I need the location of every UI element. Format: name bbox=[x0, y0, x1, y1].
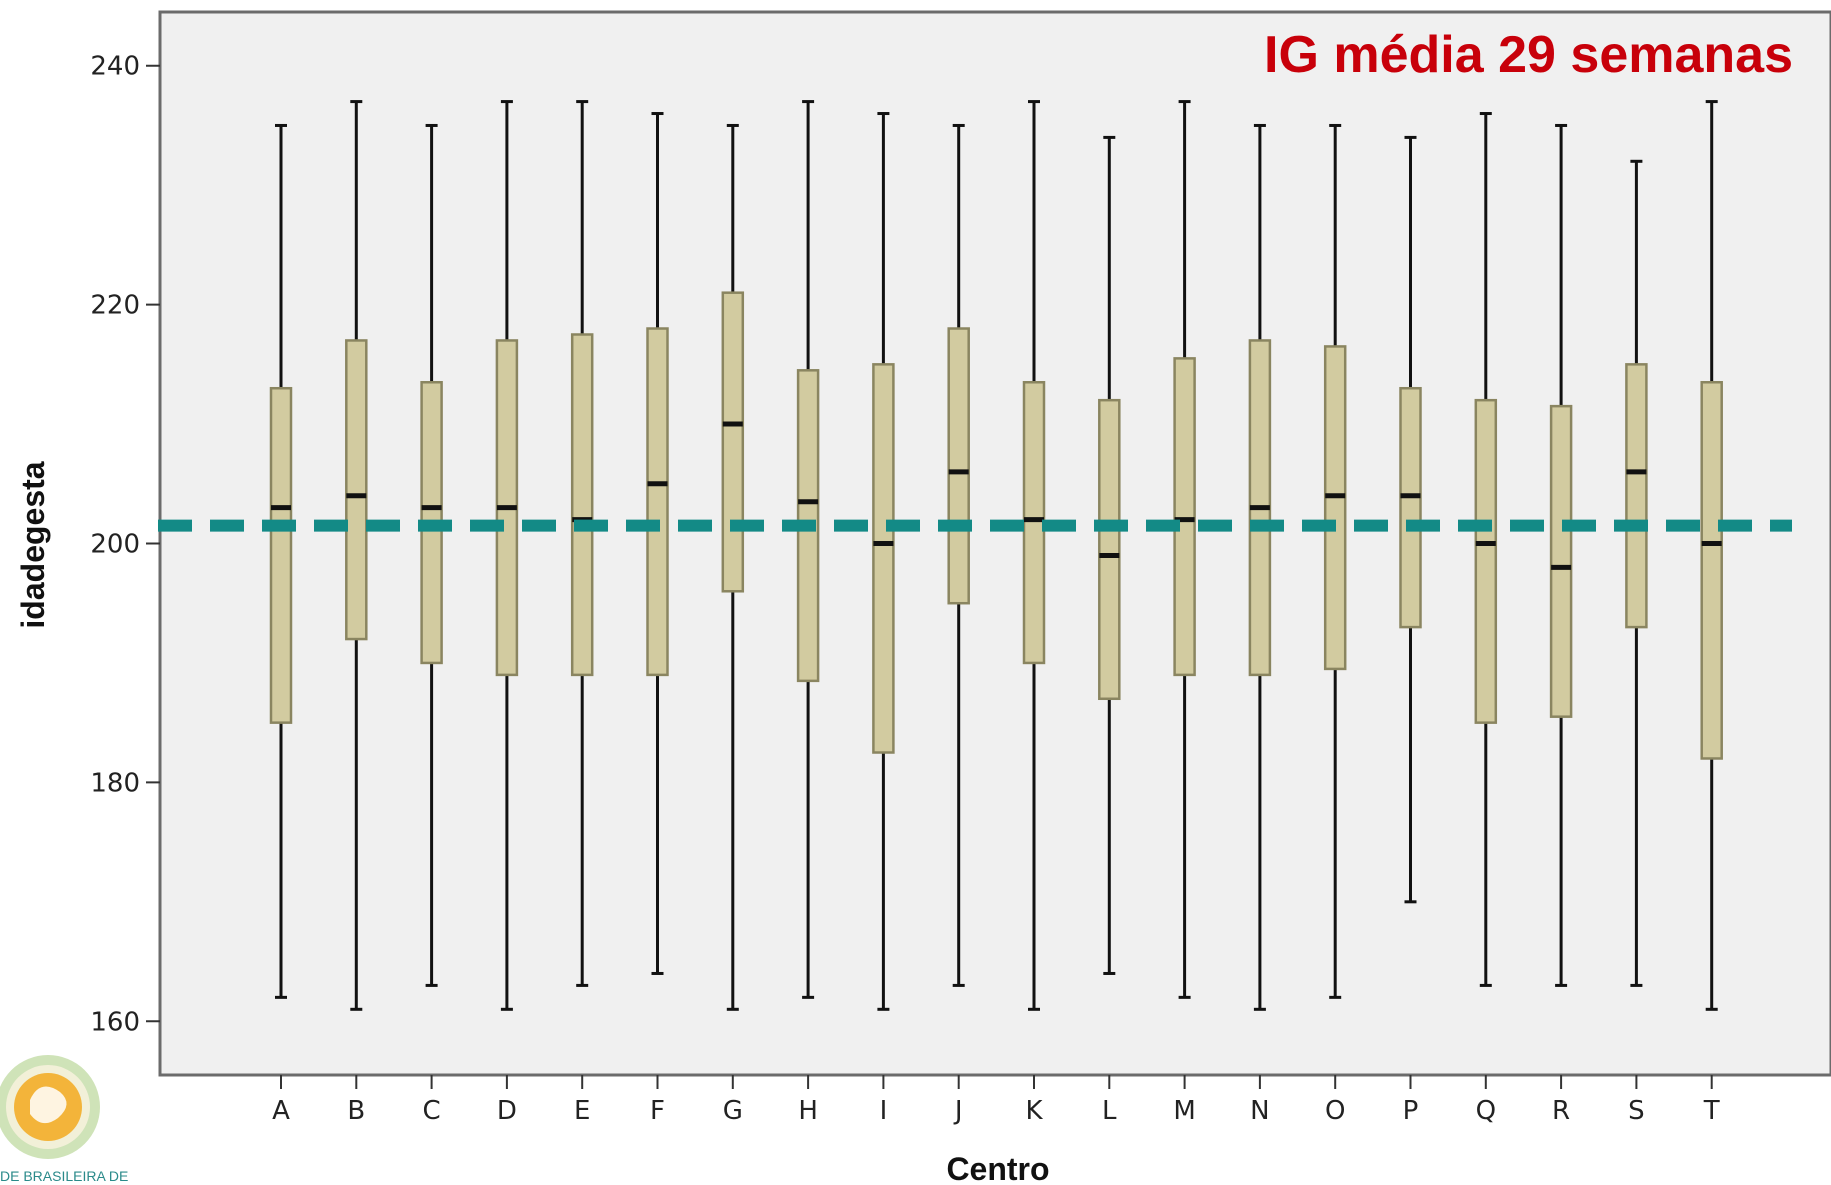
box-B bbox=[345, 100, 368, 1011]
box-D bbox=[495, 100, 519, 1011]
y-tick-label: 220 bbox=[90, 291, 140, 321]
x-tick-label: B bbox=[347, 1096, 365, 1126]
y-tick-label: 180 bbox=[90, 768, 140, 798]
logo-embryo-shape bbox=[30, 1086, 67, 1124]
x-tick-label: T bbox=[1703, 1096, 1720, 1126]
plot-area bbox=[158, 10, 1831, 1077]
box-iqr bbox=[1022, 381, 1046, 665]
box-iqr bbox=[1173, 357, 1196, 677]
box-R bbox=[1549, 123, 1573, 987]
x-tick-label: G bbox=[723, 1096, 743, 1126]
box-iqr bbox=[721, 291, 745, 593]
box-Q bbox=[1474, 112, 1498, 987]
x-axis-title: Centro bbox=[946, 1151, 1049, 1185]
box-M bbox=[1173, 100, 1196, 999]
x-tick-label: A bbox=[272, 1096, 290, 1126]
box-iqr bbox=[570, 333, 594, 677]
box-L bbox=[1098, 135, 1121, 975]
x-tick-label: E bbox=[574, 1096, 590, 1126]
x-tick-label: J bbox=[953, 1096, 963, 1126]
x-tick-label: I bbox=[880, 1096, 888, 1126]
box-T bbox=[1700, 100, 1723, 1011]
box-E bbox=[570, 100, 594, 987]
box-F bbox=[646, 112, 669, 975]
y-tick-label: 240 bbox=[90, 52, 140, 82]
box-iqr bbox=[1098, 398, 1121, 701]
box-G bbox=[721, 123, 745, 1011]
y-axis-title: idadegesta bbox=[15, 461, 51, 628]
x-tick-label: F bbox=[650, 1096, 665, 1126]
box-I bbox=[872, 112, 895, 1011]
box-A bbox=[269, 123, 293, 999]
x-axis: A B C D E F G H I J K L M N O P Q R S T bbox=[272, 1075, 1720, 1126]
x-tick-label: P bbox=[1403, 1096, 1419, 1126]
box-K bbox=[1022, 100, 1046, 1011]
x-tick-label: R bbox=[1552, 1096, 1570, 1126]
logo-text: DE BRASILEIRA DE bbox=[0, 1168, 128, 1184]
y-tick-label: 160 bbox=[90, 1007, 140, 1037]
box-iqr bbox=[947, 327, 970, 605]
box-J bbox=[947, 123, 970, 987]
x-tick-label: Q bbox=[1476, 1096, 1496, 1126]
box-iqr bbox=[1323, 345, 1347, 671]
x-tick-label: M bbox=[1173, 1096, 1195, 1126]
box-iqr bbox=[269, 386, 293, 724]
x-tick-label: O bbox=[1325, 1096, 1345, 1126]
x-tick-label: L bbox=[1102, 1096, 1117, 1126]
box-iqr bbox=[1399, 386, 1422, 629]
society-logo: DE BRASILEIRA DE bbox=[0, 1055, 128, 1184]
box-iqr bbox=[1549, 404, 1573, 718]
box-iqr bbox=[1700, 381, 1723, 760]
box-iqr bbox=[872, 363, 895, 754]
box-iqr bbox=[1474, 398, 1498, 724]
y-axis: 160 180 200 220 240 bbox=[90, 52, 160, 1037]
y-tick-label: 200 bbox=[90, 530, 140, 560]
mean-annotation: IG média 29 semanas bbox=[1264, 26, 1793, 84]
box-iqr bbox=[1625, 363, 1648, 629]
box-O bbox=[1323, 123, 1347, 999]
box-series bbox=[269, 100, 1723, 1011]
x-tick-label: K bbox=[1025, 1096, 1043, 1126]
x-tick-label: N bbox=[1250, 1096, 1269, 1126]
box-P bbox=[1399, 135, 1422, 904]
box-iqr bbox=[345, 339, 368, 641]
box-S bbox=[1625, 159, 1648, 987]
box-N bbox=[1248, 123, 1272, 1011]
x-tick-label: S bbox=[1628, 1096, 1645, 1126]
x-tick-label: D bbox=[497, 1096, 517, 1126]
x-tick-label: H bbox=[798, 1096, 818, 1126]
box-iqr bbox=[646, 327, 669, 677]
x-tick-label: C bbox=[423, 1096, 441, 1126]
